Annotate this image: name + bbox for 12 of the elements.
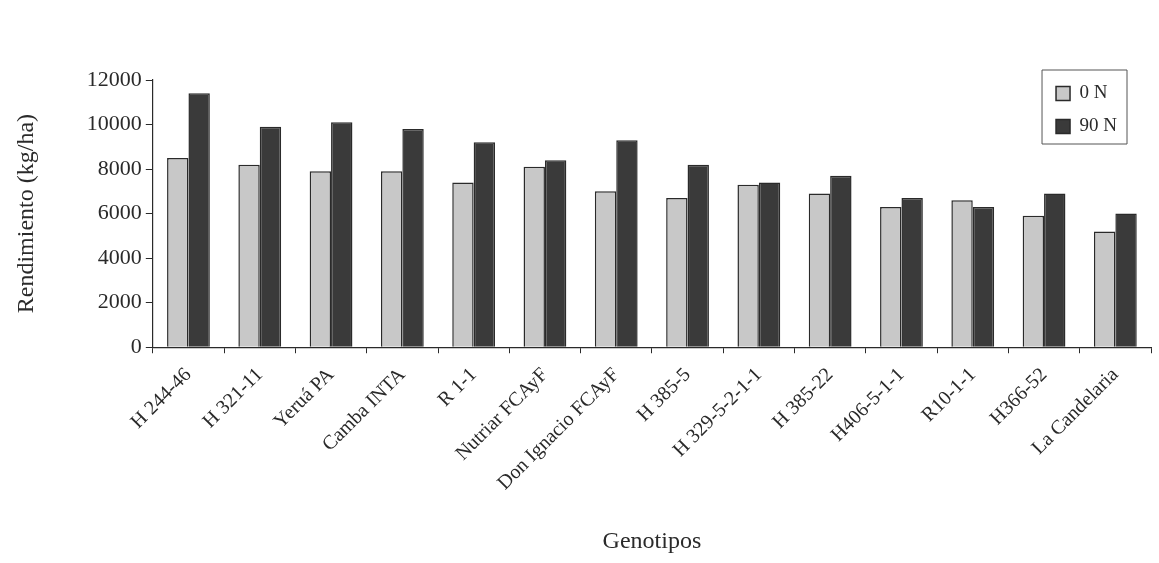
y-tick-label: 10000 [86, 110, 142, 136]
y-tick-label: 8000 [97, 154, 142, 180]
y-tick-label: 2000 [97, 288, 142, 314]
y-tick-label: 12000 [86, 65, 142, 91]
legend-label: 0 N [1079, 81, 1108, 103]
legend-label: 90 N [1079, 114, 1118, 136]
y-axis-title: Rendimiento (kg/ha) [11, 113, 38, 314]
y-tick-label: 6000 [97, 199, 142, 225]
x-axis-title: Genotipos [602, 526, 702, 553]
y-tick-label: 0 [130, 333, 142, 359]
x-tick-label: R 1-1 [432, 362, 481, 411]
y-tick-label: 4000 [97, 243, 142, 269]
